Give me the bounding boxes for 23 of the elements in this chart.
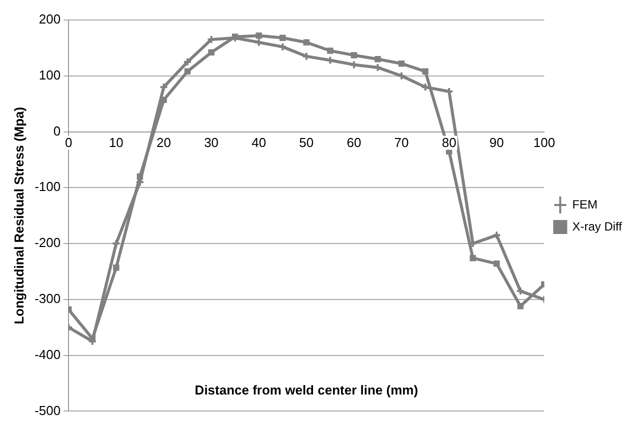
y-tick-label: -200 <box>34 235 61 250</box>
y-tick-label: 200 <box>38 12 61 27</box>
x-axis-title: Distance from weld center line (mm) <box>194 382 418 398</box>
x-tick-label: 40 <box>252 134 266 150</box>
x-tick-label: 50 <box>299 134 314 150</box>
x-tick-label: 80 <box>442 134 456 150</box>
x-tick-label: 20 <box>156 134 171 150</box>
legend-label: X-ray Diff <box>572 219 623 234</box>
y-axis-title: Longitudinal Residual Stress (Mpa) <box>11 106 26 324</box>
y-tick-label: -500 <box>34 402 61 418</box>
x-tick-label: 100 <box>533 134 556 150</box>
y-tick-label: -300 <box>34 291 61 306</box>
y-tick-label: -100 <box>34 179 61 194</box>
x-tick-label: 70 <box>394 134 409 150</box>
x-tick-label: 10 <box>108 134 124 150</box>
x-tick-label: 90 <box>489 134 504 150</box>
legend-label: FEM <box>572 197 598 212</box>
y-tick-label: -400 <box>34 346 61 362</box>
x-tick-label: 60 <box>346 134 362 150</box>
x-tick-label: 30 <box>204 134 219 150</box>
y-tick-label: 100 <box>38 67 61 82</box>
y-tick-label: 0 <box>53 123 61 138</box>
x-tick-label: 0 <box>65 134 72 150</box>
